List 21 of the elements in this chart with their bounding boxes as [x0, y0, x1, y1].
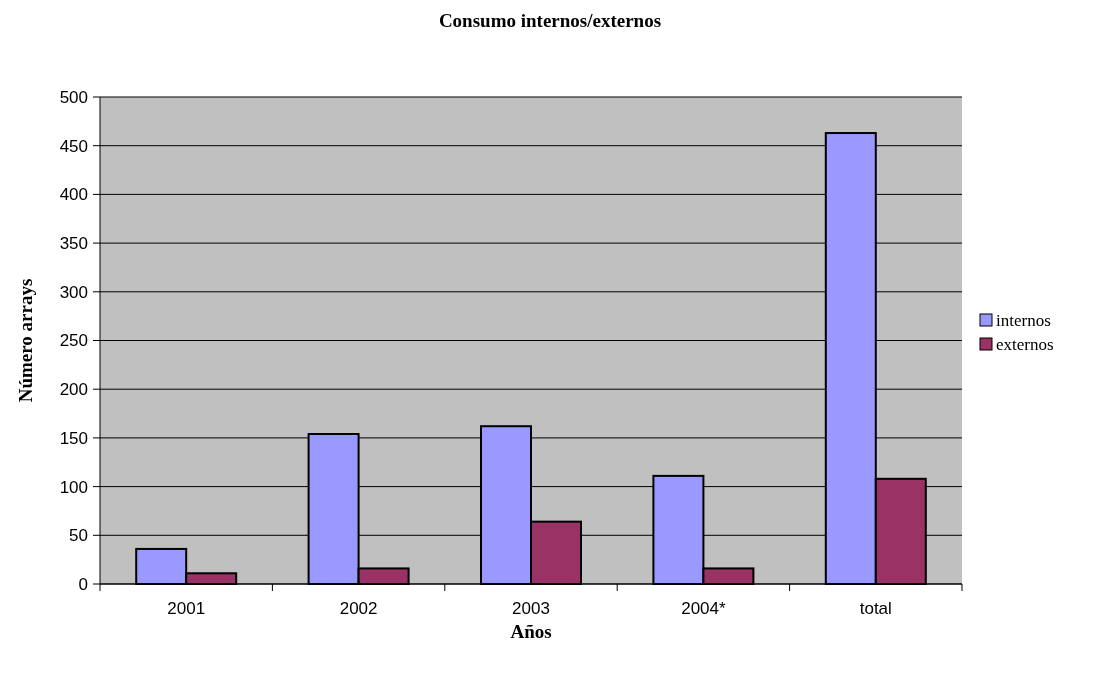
- y-tick-label: 200: [59, 380, 88, 400]
- y-tick-label: 50: [69, 526, 88, 546]
- y-tick-label: 150: [59, 428, 88, 448]
- y-tick-label: 100: [59, 477, 88, 497]
- x-tick-label: total: [859, 599, 892, 618]
- y-tick-label: 0: [78, 574, 88, 594]
- y-tick-label: 400: [59, 185, 88, 205]
- y-axis-title: Número arrays: [15, 278, 36, 403]
- x-tick-label: 2003: [512, 599, 550, 618]
- x-tick-label: 2002: [339, 599, 378, 618]
- y-tick-label: 350: [59, 234, 88, 254]
- y-tick-label: 300: [59, 282, 88, 302]
- chart-title: Consumo internos/externos: [438, 10, 662, 31]
- x-tick-label: 2004*: [681, 599, 726, 618]
- legend-label: internos: [996, 310, 1051, 330]
- y-tick-label: 250: [59, 331, 88, 351]
- x-tick-label: 2001: [167, 599, 206, 618]
- x-axis-title: Años: [510, 621, 552, 642]
- legend-label: externos: [996, 334, 1054, 354]
- y-tick-label: 500: [59, 87, 88, 107]
- y-tick-label: 450: [59, 136, 88, 156]
